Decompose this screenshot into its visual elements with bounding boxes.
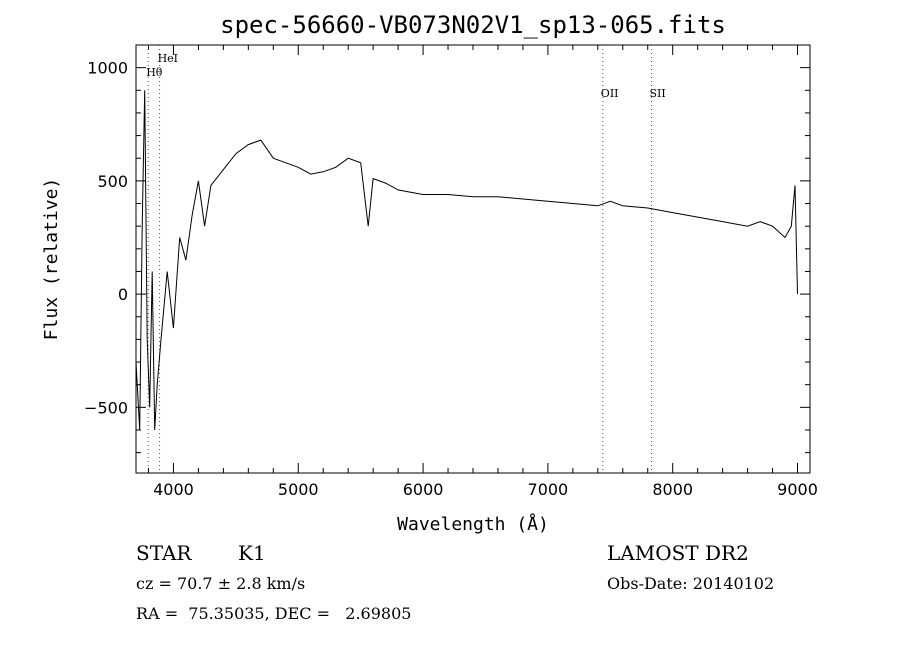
emission-line-label: Hθ: [146, 66, 163, 79]
y-tick-label: 1000: [87, 59, 128, 78]
object-class: STAR: [136, 541, 192, 565]
y-axis-label: Flux (relative): [41, 178, 62, 341]
emission-line-label: SII: [649, 87, 665, 100]
emission-line-label: OII: [601, 87, 619, 100]
coords-text: RA = 75.35035, DEC = 2.69805: [136, 604, 412, 623]
survey-name: LAMOST DR2: [607, 541, 749, 565]
x-axis-label: Wavelength (Å): [397, 513, 549, 535]
object-subclass: K1: [238, 541, 266, 565]
x-tick-label: 4000: [153, 480, 194, 499]
emission-line-label: HeI: [158, 52, 178, 65]
plot-frame: [135, 44, 811, 474]
y-tick-label: −500: [84, 398, 128, 417]
y-tick-label: 500: [97, 172, 128, 191]
y-tick-label: 0: [118, 285, 128, 304]
spectrum-line: [135, 90, 798, 431]
x-tick-label: 5000: [278, 480, 319, 499]
obs-date-text: Obs-Date: 20140102: [607, 574, 775, 593]
x-tick-label: 8000: [652, 480, 693, 499]
redshift-text: cz = 70.7 ± 2.8 km/s: [136, 574, 306, 593]
x-tick-label: 6000: [403, 480, 444, 499]
x-tick-label: 9000: [777, 480, 818, 499]
x-tick-label: 7000: [528, 480, 569, 499]
axis-ticks: 4000 5000 6000 7000 8000 9000 −500 0 500 1000: [84, 44, 818, 499]
chart-title: spec-56660-VB073N02V1_sp13-065.fits: [220, 11, 726, 39]
